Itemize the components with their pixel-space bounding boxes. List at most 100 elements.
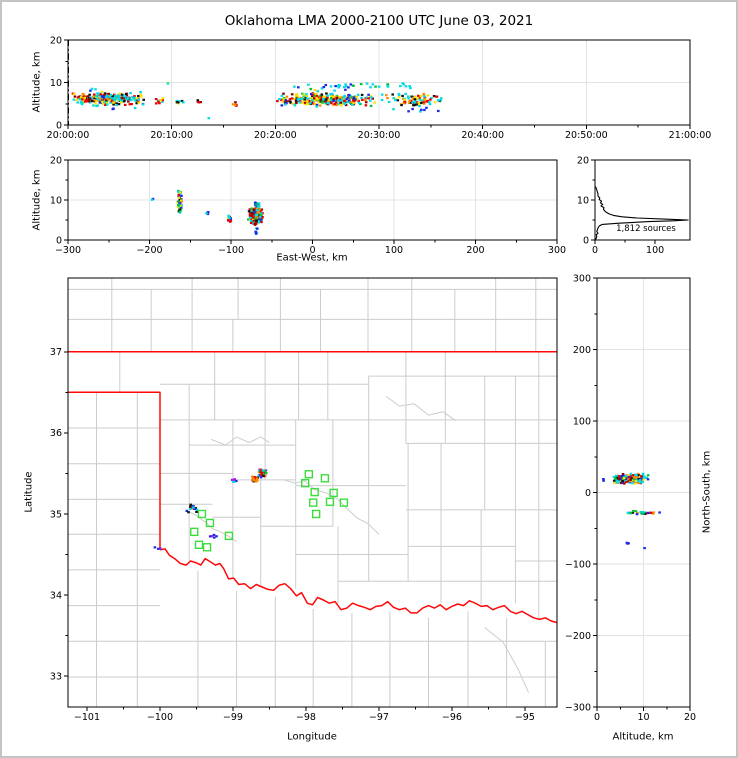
source-points: [150, 197, 155, 201]
source-points: [231, 101, 238, 107]
source-points: [251, 475, 259, 483]
source-points: [185, 503, 199, 514]
tick-label: 200: [466, 245, 484, 256]
lma-station-marker: [304, 470, 314, 479]
sources-count-annotation: 1,812 sources: [616, 224, 676, 234]
plan_map-frame: [67, 277, 558, 708]
plan_map-panel: −101 −100 −99 −98 −97 −96 −95 33 34 35 36 37: [50, 277, 558, 723]
tick-label: 20: [50, 35, 62, 46]
tick-label: 20:40:00: [461, 130, 504, 141]
tick-label: −100: [565, 559, 591, 570]
source-points: [176, 189, 183, 214]
lma-station-marker: [311, 509, 321, 519]
lma-station-marker: [339, 498, 349, 507]
tick-label: 0: [594, 712, 600, 723]
river-line: [484, 627, 529, 693]
tick-label: 0: [56, 120, 62, 131]
tick-label: 10: [50, 195, 62, 206]
source-points: [626, 510, 661, 516]
tick-label: −300: [55, 245, 81, 256]
tick-label: 200: [573, 345, 591, 356]
lma-station-marker: [197, 509, 207, 519]
ns-panel-ylabel: North-South, km: [701, 450, 713, 534]
lma-station-marker: [205, 518, 215, 528]
map-ylabel: Latitude: [23, 471, 35, 513]
tick-label: −200: [565, 631, 591, 642]
tick-label: −99: [223, 712, 243, 723]
source-points: [154, 97, 165, 105]
source-points: [253, 201, 261, 208]
tick-label: 20:00:00: [47, 130, 90, 141]
lma-station-marker: [301, 478, 310, 488]
ew_height-content: [68, 160, 557, 240]
source-points: [208, 533, 218, 539]
tick-label: 35: [50, 509, 62, 520]
ns_height-panel: 0 10 20 300 200 100 0 −100 −200 −300: [565, 273, 696, 723]
tick-label: 21:00:00: [669, 130, 712, 141]
source-points: [257, 468, 268, 479]
tick-label: −95: [515, 712, 535, 723]
source-points: [254, 227, 259, 235]
ns_height-content: [597, 278, 690, 707]
altitude-histogram-line: [595, 186, 689, 240]
source-points: [166, 81, 170, 85]
ns-panel-xlabel: Altitude, km: [612, 731, 674, 743]
tick-label: −96: [442, 712, 462, 723]
source-points: [293, 82, 412, 91]
source-points: [227, 214, 233, 223]
source-points: [625, 541, 630, 545]
tick-label: 10: [577, 195, 589, 206]
lma-station-marker: [325, 497, 335, 507]
tick-label: 100: [385, 245, 403, 256]
source-points: [153, 546, 162, 550]
tick-label: 37: [50, 347, 62, 358]
tick-label: −100: [218, 245, 244, 256]
tick-label: −98: [296, 712, 316, 723]
tick-label: 20: [577, 155, 589, 166]
tick-label: −100: [147, 712, 173, 723]
tick-label: 20: [50, 155, 62, 166]
tick-label: −101: [74, 712, 100, 723]
tick-label: 100: [646, 245, 664, 256]
lma-station-marker: [190, 527, 199, 537]
tick-label: 300: [573, 273, 591, 284]
tick-label: 36: [50, 428, 62, 439]
state-border-line: [68, 391, 161, 550]
source-points: [380, 92, 443, 108]
figure-title: Oklahoma LMA 2000-2100 UTC June 03, 2021: [224, 13, 534, 29]
source-points: [207, 117, 211, 120]
alt_histogram-panel: 0 100 0 10 20: [577, 155, 691, 256]
tick-label: 20: [684, 712, 696, 723]
tick-label: −300: [565, 702, 591, 713]
tick-label: 10: [50, 78, 62, 89]
tick-label: 34: [50, 590, 62, 601]
river-line: [385, 395, 456, 422]
source-points: [276, 92, 376, 107]
ew-panel-xlabel: East-West, km: [276, 252, 348, 264]
tick-label: 33: [50, 671, 62, 682]
map-xlabel: Longitude: [287, 731, 337, 743]
source-points: [612, 472, 650, 485]
source-points: [643, 547, 646, 550]
tick-label: 0: [592, 245, 598, 256]
alt_histogram-content: [595, 186, 689, 240]
source-points: [196, 99, 202, 104]
lma-station-marker: [310, 487, 319, 497]
tick-label: −200: [136, 245, 162, 256]
river-line: [210, 436, 270, 446]
lma-station-marker: [224, 531, 234, 541]
ew_height-panel: −300 −200 −100 0 100 200 300 0 10 20: [50, 155, 566, 256]
tick-label: 0: [309, 245, 315, 256]
lma-station-marker: [309, 498, 318, 507]
time_height-content: [68, 40, 690, 125]
lma-station-marker: [320, 474, 330, 483]
tick-label: 0: [583, 235, 589, 246]
river-line: [185, 509, 237, 543]
time_height-panel: 20:00:00 20:10:00 20:20:00 20:30:00 20:40:00…: [47, 35, 712, 141]
source-points: [602, 478, 605, 482]
tick-label: 300: [548, 245, 566, 256]
lma-station-marker: [194, 540, 204, 550]
tick-label: 20:50:00: [565, 130, 608, 141]
source-points: [392, 106, 440, 113]
